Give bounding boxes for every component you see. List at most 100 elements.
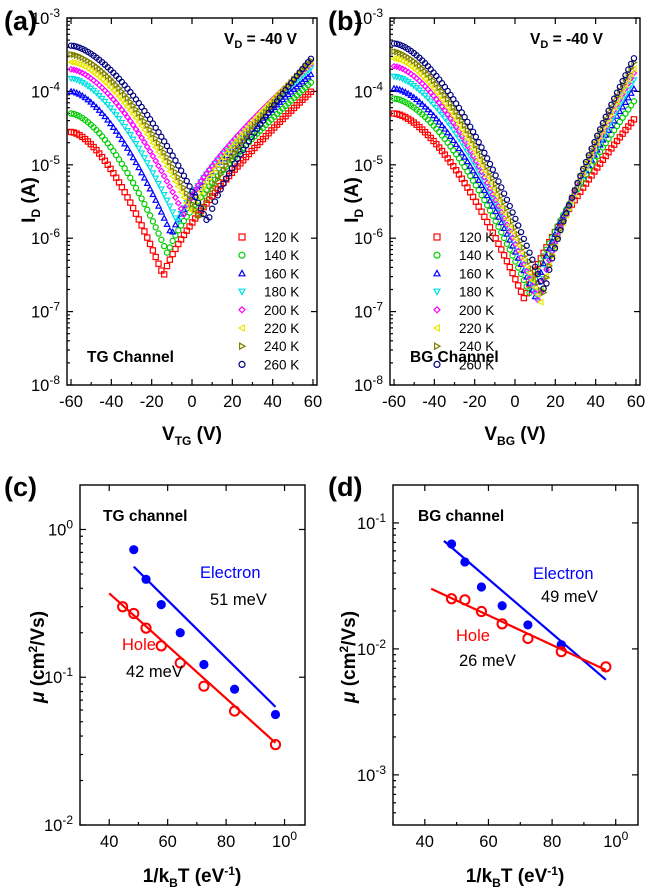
data-point <box>452 100 460 107</box>
data-point <box>600 121 607 130</box>
data-point <box>70 88 78 95</box>
data-point <box>523 267 531 275</box>
data-point <box>175 162 182 169</box>
data-point <box>166 203 174 210</box>
data-point <box>404 60 411 68</box>
data-point <box>197 177 205 185</box>
data-point <box>619 103 627 110</box>
data-point <box>460 557 470 567</box>
data-point <box>495 240 502 248</box>
data-point <box>515 264 522 271</box>
data-point <box>525 269 533 277</box>
data-point <box>132 141 140 148</box>
data-point <box>205 173 213 181</box>
data-point <box>223 175 230 182</box>
data-point <box>137 168 146 176</box>
data-point <box>528 282 536 290</box>
data-point <box>543 273 551 282</box>
y-tick-label: 10-3 <box>354 6 383 28</box>
data-point <box>447 91 454 99</box>
data-point <box>123 103 131 111</box>
data-point <box>500 208 507 216</box>
data-point <box>517 228 525 236</box>
data-point <box>180 172 188 180</box>
data-point <box>505 221 513 229</box>
legend-marker <box>433 360 441 368</box>
x-tick-label: 40 <box>586 393 604 411</box>
series-electron: Electron 51 meV <box>129 545 281 720</box>
data-point <box>483 155 491 162</box>
data-point <box>135 129 143 137</box>
data-point <box>600 661 612 673</box>
data-point <box>491 190 499 198</box>
data-point <box>447 115 454 123</box>
y-tick-label: 10-7 <box>31 300 60 322</box>
series-name-label: Hole <box>122 636 156 654</box>
data-point <box>109 86 117 94</box>
data-point <box>475 176 483 184</box>
data-point <box>517 270 525 278</box>
channel-annotation: TG channel <box>103 508 187 525</box>
bias-annotation: VD = -40 V <box>224 31 298 51</box>
y-tick-label: 100 <box>48 517 73 539</box>
data-point <box>253 112 261 121</box>
data-point <box>128 607 140 620</box>
x-tick-label: 60 <box>627 393 645 411</box>
data-point <box>208 179 216 187</box>
data-point <box>412 95 421 103</box>
data-point <box>138 134 146 142</box>
data-point <box>247 119 255 127</box>
legend-marker <box>238 233 246 241</box>
data-point <box>446 539 457 549</box>
data-point <box>472 133 480 141</box>
y-tick-label: 10-4 <box>354 79 383 101</box>
data-point <box>101 98 109 106</box>
data-point <box>126 132 134 139</box>
data-point <box>134 118 142 126</box>
data-point <box>438 132 446 139</box>
data-point <box>432 104 440 112</box>
data-point <box>270 709 281 720</box>
data-point <box>616 118 624 126</box>
data-point <box>143 160 151 167</box>
data-point <box>474 155 482 164</box>
data-point <box>239 128 246 137</box>
legend-label: 160 K <box>459 266 494 281</box>
data-point <box>172 168 180 176</box>
data-point <box>163 220 171 227</box>
data-point <box>70 110 78 118</box>
activation-energy-label: 49 meV <box>541 588 598 606</box>
data-point <box>103 80 111 89</box>
x-tick-label: 0 <box>187 393 196 411</box>
y-tick-label: 10-6 <box>354 226 383 248</box>
data-point <box>124 169 131 177</box>
data-point <box>222 145 230 152</box>
data-point <box>149 120 157 127</box>
data-point <box>497 218 505 226</box>
series-180-K: 180 K <box>390 73 638 302</box>
data-point <box>199 182 207 191</box>
data-point <box>149 247 157 254</box>
data-point <box>469 166 477 174</box>
panel-label: (a) <box>4 6 37 36</box>
data-point <box>492 207 500 215</box>
data-point <box>143 143 151 151</box>
series-name-label: Electron <box>200 564 261 582</box>
x-tick-label: 80 <box>217 833 235 851</box>
data-point <box>212 180 219 188</box>
data-point <box>213 161 221 169</box>
data-point <box>506 263 513 271</box>
data-point <box>460 130 468 138</box>
series-140-K: 140 K <box>390 95 638 297</box>
data-point <box>452 116 459 124</box>
data-point <box>418 100 426 107</box>
data-point <box>169 209 177 216</box>
data-point <box>494 213 503 220</box>
data-point <box>106 83 114 91</box>
data-point <box>234 155 241 163</box>
data-point <box>464 118 471 126</box>
data-point <box>438 121 446 129</box>
series-260-K: 260 K <box>390 40 638 372</box>
data-point <box>175 628 185 638</box>
